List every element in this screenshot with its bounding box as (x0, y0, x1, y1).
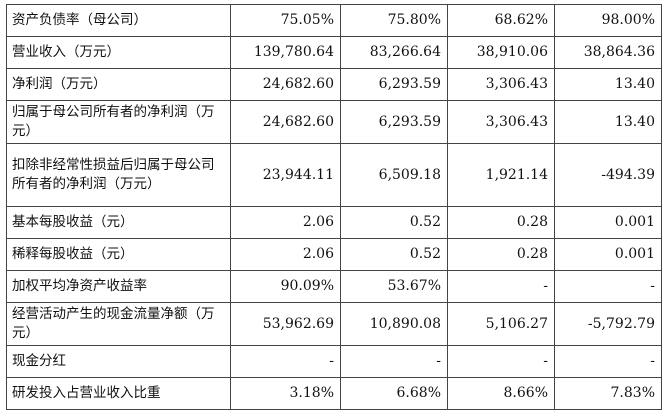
cell-value: -494.39 (554, 143, 662, 207)
cell-value: - (447, 270, 555, 303)
cell-value: 83,266.64 (340, 36, 448, 69)
cell-value: 0.28 (447, 206, 555, 239)
row-label: 资产负债率（母公司） (6, 4, 231, 37)
cell-value: 53,962.69 (230, 302, 341, 346)
row-label: 扣除非经常性损益后归属于母公司所有者的净利润（万元） (6, 143, 231, 207)
cell-value: 23,944.11 (230, 143, 341, 207)
row-label: 研发投入占营业收入比重 (6, 377, 231, 410)
cell-value: 0.001 (554, 206, 662, 239)
cell-value: 90.09% (230, 270, 341, 303)
cell-value: 68.62% (447, 4, 555, 37)
cell-value: 2.06 (230, 206, 341, 239)
table-row: 稀释每股收益（元） 2.06 0.52 0.28 0.001 (6, 238, 662, 271)
cell-value: 10,890.08 (340, 302, 448, 346)
cell-value: 98.00% (554, 4, 662, 37)
cell-value: 6,509.18 (340, 143, 448, 207)
table-body: 资产负债率（母公司） 75.05% 75.80% 68.62% 98.00% 营… (6, 4, 662, 410)
cell-value: 0.28 (447, 238, 555, 271)
table-row: 营业收入（万元） 139,780.64 83,266.64 38,910.06 … (6, 36, 662, 69)
row-label: 加权平均净资产收益率 (6, 270, 231, 303)
financial-table-container: 资产负债率（母公司） 75.05% 75.80% 68.62% 98.00% 营… (6, 4, 662, 410)
cell-value: 0.52 (340, 206, 448, 239)
cell-value: 75.05% (230, 4, 341, 37)
cell-value: 75.80% (340, 4, 448, 37)
table-row: 资产负债率（母公司） 75.05% 75.80% 68.62% 98.00% (6, 4, 662, 37)
cell-value: 6.68% (340, 377, 448, 410)
row-label: 净利润（万元） (6, 68, 231, 101)
cell-value: 53.67% (340, 270, 448, 303)
cell-value: 139,780.64 (230, 36, 341, 69)
table-row: 研发投入占营业收入比重 3.18% 6.68% 8.66% 7.83% (6, 377, 662, 410)
row-label: 稀释每股收益（元） (6, 238, 231, 271)
table-row: 净利润（万元） 24,682.60 6,293.59 3,306.43 13.4… (6, 68, 662, 101)
table-row: 基本每股收益（元） 2.06 0.52 0.28 0.001 (6, 206, 662, 239)
cell-value: 13.40 (554, 100, 662, 144)
cell-value: -5,792.79 (554, 302, 662, 346)
row-label: 现金分红 (6, 345, 231, 378)
financial-indicators-table: 资产负债率（母公司） 75.05% 75.80% 68.62% 98.00% 营… (6, 4, 662, 410)
cell-value: - (230, 345, 341, 378)
cell-value: 1,921.14 (447, 143, 555, 207)
cell-value: 2.06 (230, 238, 341, 271)
cell-value: 38,910.06 (447, 36, 555, 69)
table-row: 归属于母公司所有者的净利润（万元） 24,682.60 6,293.59 3,3… (6, 100, 662, 144)
cell-value: - (340, 345, 448, 378)
row-label: 营业收入（万元） (6, 36, 231, 69)
cell-value: 7.83% (554, 377, 662, 410)
cell-value: 24,682.60 (230, 68, 341, 101)
cell-value: 0.001 (554, 238, 662, 271)
cell-value: - (554, 270, 662, 303)
table-row: 现金分红 - - - - (6, 345, 662, 378)
cell-value: 5,106.27 (447, 302, 555, 346)
cell-value: 3,306.43 (447, 100, 555, 144)
cell-value: 38,864.36 (554, 36, 662, 69)
table-row: 经营活动产生的现金流量净额（万元） 53,962.69 10,890.08 5,… (6, 302, 662, 346)
row-label: 归属于母公司所有者的净利润（万元） (6, 100, 231, 144)
row-label: 基本每股收益（元） (6, 206, 231, 239)
table-row: 加权平均净资产收益率 90.09% 53.67% - - (6, 270, 662, 303)
cell-value: 24,682.60 (230, 100, 341, 144)
cell-value: 3.18% (230, 377, 341, 410)
cell-value: 8.66% (447, 377, 555, 410)
cell-value: 3,306.43 (447, 68, 555, 101)
cell-value: 0.52 (340, 238, 448, 271)
cell-value: 6,293.59 (340, 100, 448, 144)
cell-value: 13.40 (554, 68, 662, 101)
row-label: 经营活动产生的现金流量净额（万元） (6, 302, 231, 346)
cell-value: - (447, 345, 555, 378)
cell-value: 6,293.59 (340, 68, 448, 101)
table-row: 扣除非经常性损益后归属于母公司所有者的净利润（万元） 23,944.11 6,5… (6, 143, 662, 207)
cell-value: - (554, 345, 662, 378)
